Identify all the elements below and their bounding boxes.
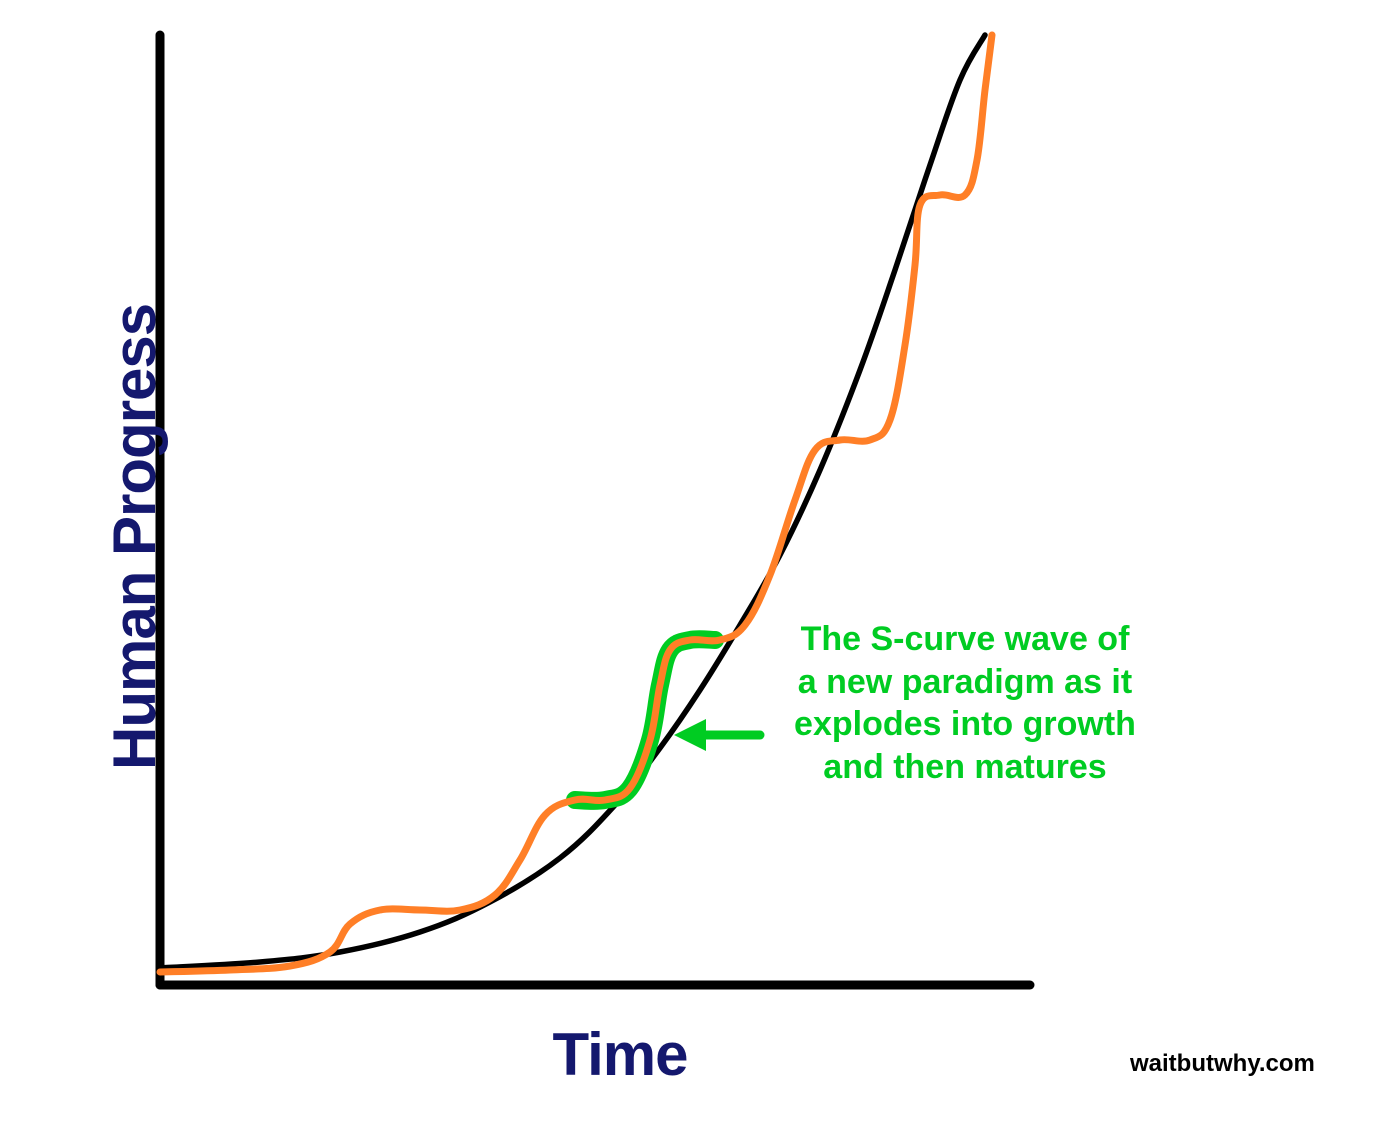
s-curve-annotation: The S-curve wave ofa new paradigm as ite…: [760, 618, 1170, 788]
baseline-curve: [160, 35, 985, 968]
attribution-text: waitbutwhy.com: [1130, 1050, 1315, 1078]
s-curve: [160, 35, 992, 972]
annotation-line: The S-curve wave of: [760, 618, 1170, 661]
annotation-line: explodes into growth: [760, 703, 1170, 746]
chart-svg: [0, 0, 1376, 1124]
highlight-s-curve-segment: [575, 639, 715, 801]
y-axis-label: Human Progress: [100, 304, 169, 770]
x-axis-label: Time: [510, 1020, 730, 1089]
annotation-line: and then matures: [760, 746, 1170, 789]
annotation-arrow: [674, 719, 760, 751]
annotation-line: a new paradigm as it: [760, 661, 1170, 704]
chart-stage: Human Progress Time The S-curve wave ofa…: [0, 0, 1376, 1124]
